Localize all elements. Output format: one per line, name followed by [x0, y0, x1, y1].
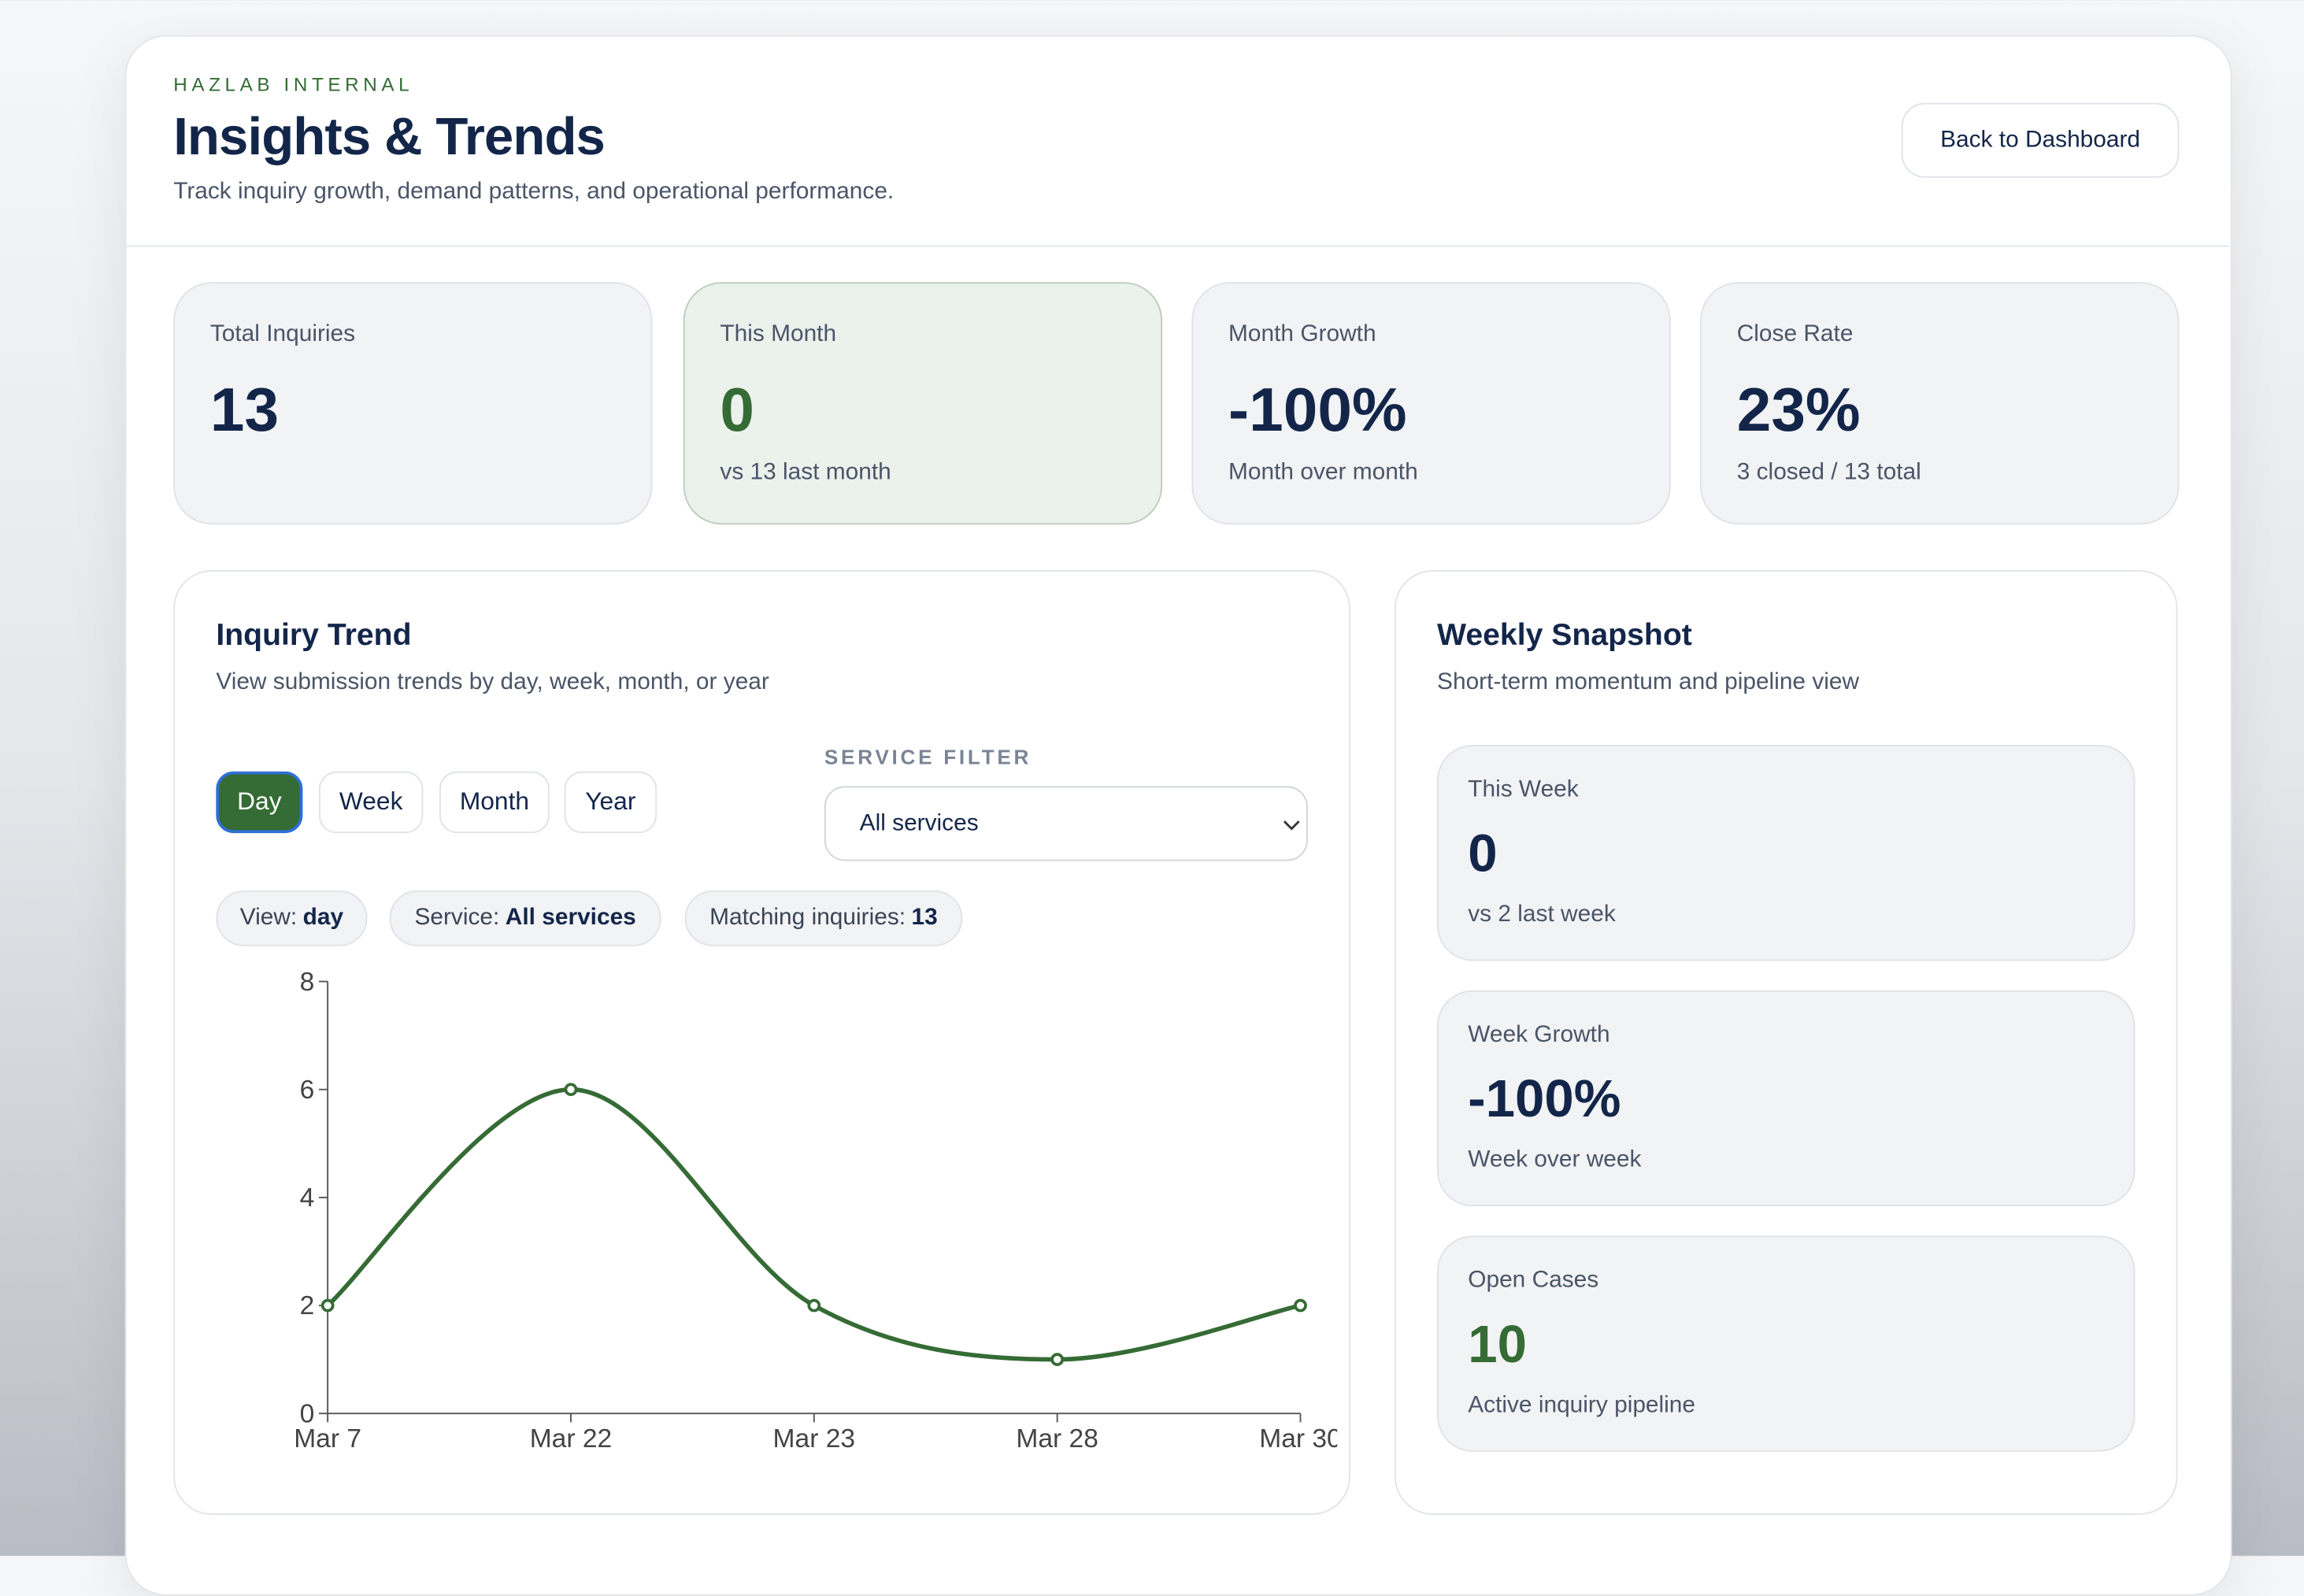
stat-value: 23%	[1736, 374, 1861, 444]
x-tick-label: Mar 22	[530, 1424, 613, 1453]
snapshot-note: Active inquiry pipeline	[1468, 1393, 1696, 1418]
trend-subtitle: View submission trends by day, week, mon…	[216, 669, 769, 695]
period-button[interactable]: Year	[564, 771, 657, 834]
page: HAZLAB INTERNAL Insights & Trends Track …	[124, 35, 2232, 1596]
trend-line	[326, 1087, 1302, 1362]
weekly-subtitle: Short-term momentum and pipeline view	[1437, 669, 1860, 695]
period-button[interactable]: Month	[439, 771, 550, 834]
back-button[interactable]: Back to Dashboard	[1901, 102, 2180, 178]
y-tick-label: 4	[300, 1183, 315, 1213]
page-subtitle: Track inquiry growth, demand patterns, a…	[173, 179, 895, 205]
data-point	[807, 1298, 821, 1313]
stat-card: This Month 0 vs 13 last month	[683, 282, 1163, 525]
stat-label: This Month	[720, 321, 837, 347]
snapshot-card: Open Cases 10 Active inquiry pipeline	[1437, 1235, 2135, 1452]
chip-label: Service:	[414, 905, 500, 931]
snapshot-value: 10	[1468, 1313, 1527, 1374]
x-tick-label: Mar 30	[1259, 1424, 1337, 1453]
page-title: Insights & Trends	[173, 106, 606, 166]
snapshot-label: This Week	[1468, 777, 1579, 802]
weekly-title: Weekly Snapshot	[1437, 618, 1692, 653]
stat-value: -100%	[1228, 374, 1407, 444]
stat-label: Total Inquiries	[209, 321, 356, 347]
chip-value: All services	[505, 905, 636, 931]
data-point	[1294, 1298, 1307, 1313]
select-value: All services	[859, 810, 979, 835]
data-point	[1050, 1353, 1065, 1367]
y-tick-label: 8	[300, 970, 315, 997]
x-tick-label: Mar 7	[294, 1424, 361, 1453]
stat-note: vs 13 last month	[720, 460, 891, 485]
stat-label: Month Growth	[1228, 321, 1376, 347]
snapshot-label: Week Growth	[1468, 1022, 1610, 1048]
period-button[interactable]: Week	[318, 771, 424, 834]
x-tick-label: Mar 23	[773, 1424, 856, 1453]
stat-card: Month Growth -100% Month over month	[1191, 282, 1671, 525]
trend-title: Inquiry Trend	[216, 618, 412, 653]
chip-label: View:	[239, 905, 298, 931]
snapshot-note: Week over week	[1468, 1147, 1642, 1173]
data-point	[320, 1298, 335, 1313]
chip-value: 13	[911, 905, 938, 931]
stat-value: 13	[209, 374, 280, 444]
stat-card: Close Rate 23% 3 closed / 13 total	[1700, 282, 2180, 525]
stat-note: 3 closed / 13 total	[1736, 460, 1921, 485]
trend-panel	[173, 570, 1350, 1515]
filter-chip: View: day	[216, 890, 368, 946]
snapshot-label: Open Cases	[1468, 1268, 1599, 1294]
chip-value: day	[302, 905, 344, 931]
filter-chip: Service: All services	[389, 890, 661, 946]
period-button[interactable]: Day	[216, 771, 303, 834]
snapshot-value: -100%	[1468, 1068, 1621, 1129]
stat-card: Total Inquiries 13	[173, 282, 653, 525]
snapshot-value: 0	[1468, 823, 1498, 883]
data-point	[564, 1083, 578, 1097]
chevron	[1283, 820, 1300, 831]
chip-label: Matching inquiries:	[709, 905, 906, 931]
y-tick-label: 0	[300, 1399, 315, 1428]
filter-chip: Matching inquiries: 13	[684, 890, 963, 946]
service-select[interactable]: All services	[824, 786, 1308, 861]
filter-label: SERVICE FILTER	[824, 745, 1032, 768]
snapshot-card: This Week 0 vs 2 last week	[1437, 745, 2135, 961]
snapshot-note: vs 2 last week	[1468, 902, 1616, 928]
stat-label: Close Rate	[1736, 321, 1854, 347]
y-tick-label: 6	[300, 1076, 315, 1105]
divider	[124, 245, 2229, 247]
chart: 0 2 4 6 8 Mar 7 Mar 22 Mar 23 Mar 28 Mar 30	[294, 970, 1337, 1453]
stat-value: 0	[720, 374, 754, 444]
y-tick-label: 2	[300, 1291, 315, 1320]
stat-note: Month over month	[1228, 460, 1418, 485]
snapshot-card: Week Growth -100% Week over week	[1437, 990, 2135, 1207]
x-tick-label: Mar 28	[1016, 1424, 1098, 1453]
eyebrow: HAZLAB INTERNAL	[173, 73, 414, 96]
